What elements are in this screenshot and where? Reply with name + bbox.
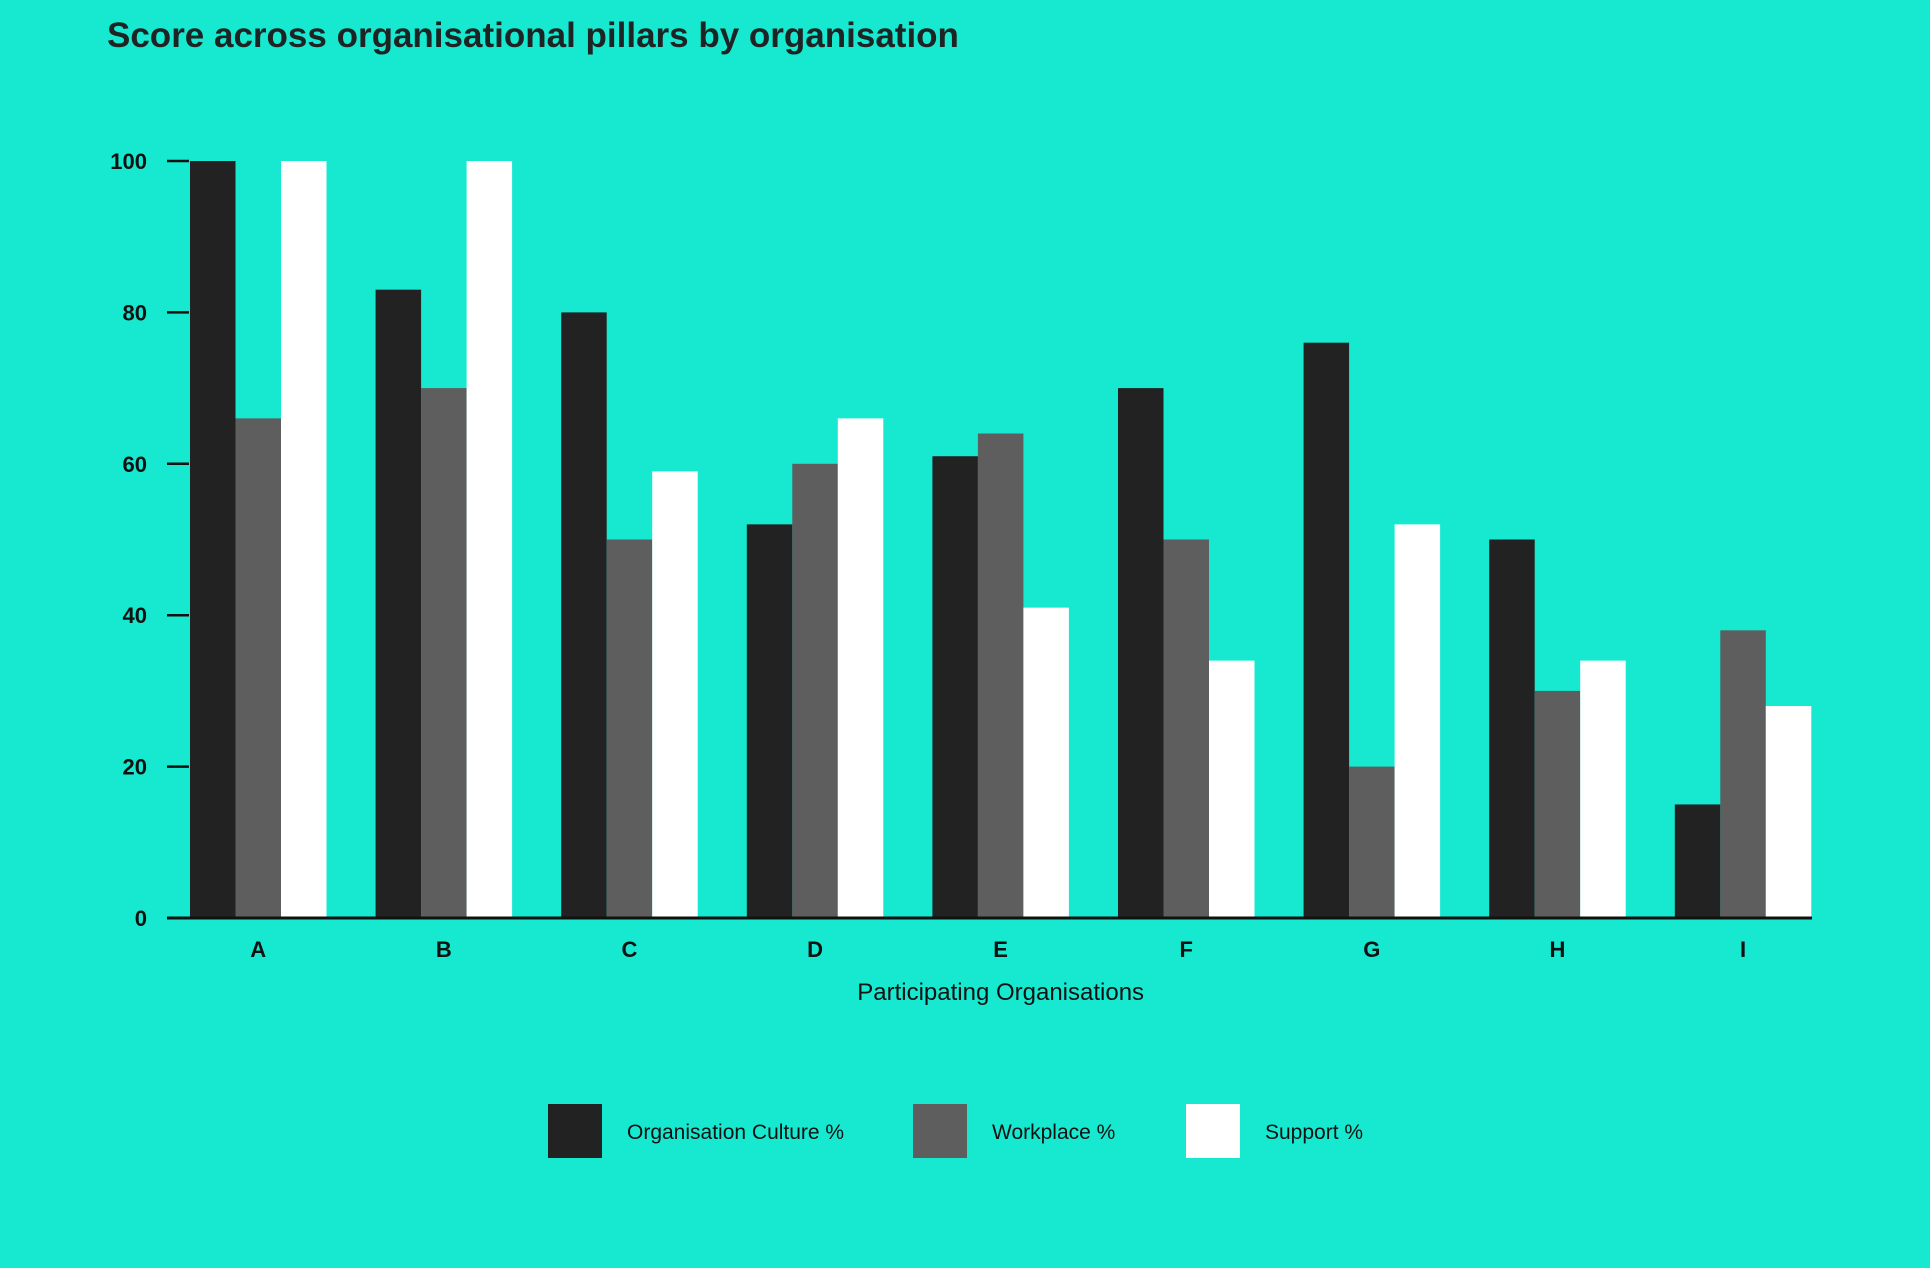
- x-tick-label-e: E: [993, 937, 1008, 962]
- legend-swatch-1: [548, 1104, 602, 1158]
- bar-H-support: [1580, 660, 1626, 918]
- bar-B-support: [466, 161, 513, 918]
- y-axis: 0 20 40 60 80 100: [110, 149, 189, 931]
- bar-C-support: [652, 471, 698, 918]
- bar-F-support: [1209, 660, 1255, 918]
- x-axis-title: Participating Organisations: [857, 979, 1144, 1006]
- bar-F-organisation-culture: [1118, 388, 1164, 919]
- bar-D-support: [837, 418, 884, 918]
- legend-label-1: Organisation Culture %: [627, 1121, 844, 1144]
- bar-I-support: [1765, 706, 1812, 918]
- bar-H-organisation-culture: [1489, 539, 1535, 918]
- bar-I-workplace: [1720, 630, 1766, 918]
- bar-I-organisation-culture: [1674, 804, 1721, 918]
- bar-E-workplace: [977, 433, 1024, 918]
- bar-C-organisation-culture: [561, 312, 607, 918]
- x-tick-label-g: G: [1363, 937, 1380, 962]
- x-tick-label-c: C: [622, 937, 638, 962]
- y-tick-label: 40: [123, 603, 147, 628]
- x-axis-labels: A B C D E F G H I: [250, 937, 1746, 962]
- bar-G-workplace: [1349, 766, 1395, 918]
- y-tick-label: 80: [123, 300, 147, 325]
- x-tick-label-h: H: [1550, 937, 1566, 962]
- bar-F-workplace: [1163, 539, 1209, 918]
- bar-D-organisation-culture: [746, 524, 793, 918]
- x-tick-label-d: D: [807, 937, 823, 962]
- chart-title: Score across organisational pillars by o…: [107, 16, 959, 55]
- legend-swatch-3: [1186, 1104, 1240, 1158]
- bar-B-organisation-culture: [375, 289, 422, 918]
- bar-E-organisation-culture: [932, 456, 978, 918]
- legend-label-2: Workplace %: [992, 1121, 1115, 1144]
- bar-E-support: [1023, 607, 1069, 918]
- bar-G-support: [1394, 524, 1441, 918]
- x-tick-label-i: I: [1740, 937, 1746, 962]
- x-tick-label-b: B: [436, 937, 452, 962]
- bar-G-organisation-culture: [1303, 342, 1350, 918]
- bar-H-workplace: [1534, 690, 1581, 918]
- x-tick-label-a: A: [250, 937, 266, 962]
- bar-B-workplace: [421, 388, 467, 919]
- bar-A-organisation-culture: [190, 161, 236, 918]
- bar-D-workplace: [792, 463, 838, 918]
- bar-A-workplace: [235, 418, 281, 918]
- y-tick-label: 100: [110, 149, 147, 174]
- bar-A-support: [281, 161, 327, 918]
- y-tick-label: 0: [135, 906, 147, 931]
- bars: [190, 161, 1812, 919]
- legend-label-3: Support %: [1265, 1121, 1363, 1144]
- legend-swatch-2: [913, 1104, 967, 1158]
- y-tick-label: 20: [123, 755, 147, 780]
- legend: Organisation Culture % Workplace % Support…: [548, 1104, 1363, 1158]
- bar-C-workplace: [606, 539, 653, 918]
- x-tick-label-f: F: [1180, 937, 1193, 962]
- y-tick-label: 60: [123, 452, 147, 477]
